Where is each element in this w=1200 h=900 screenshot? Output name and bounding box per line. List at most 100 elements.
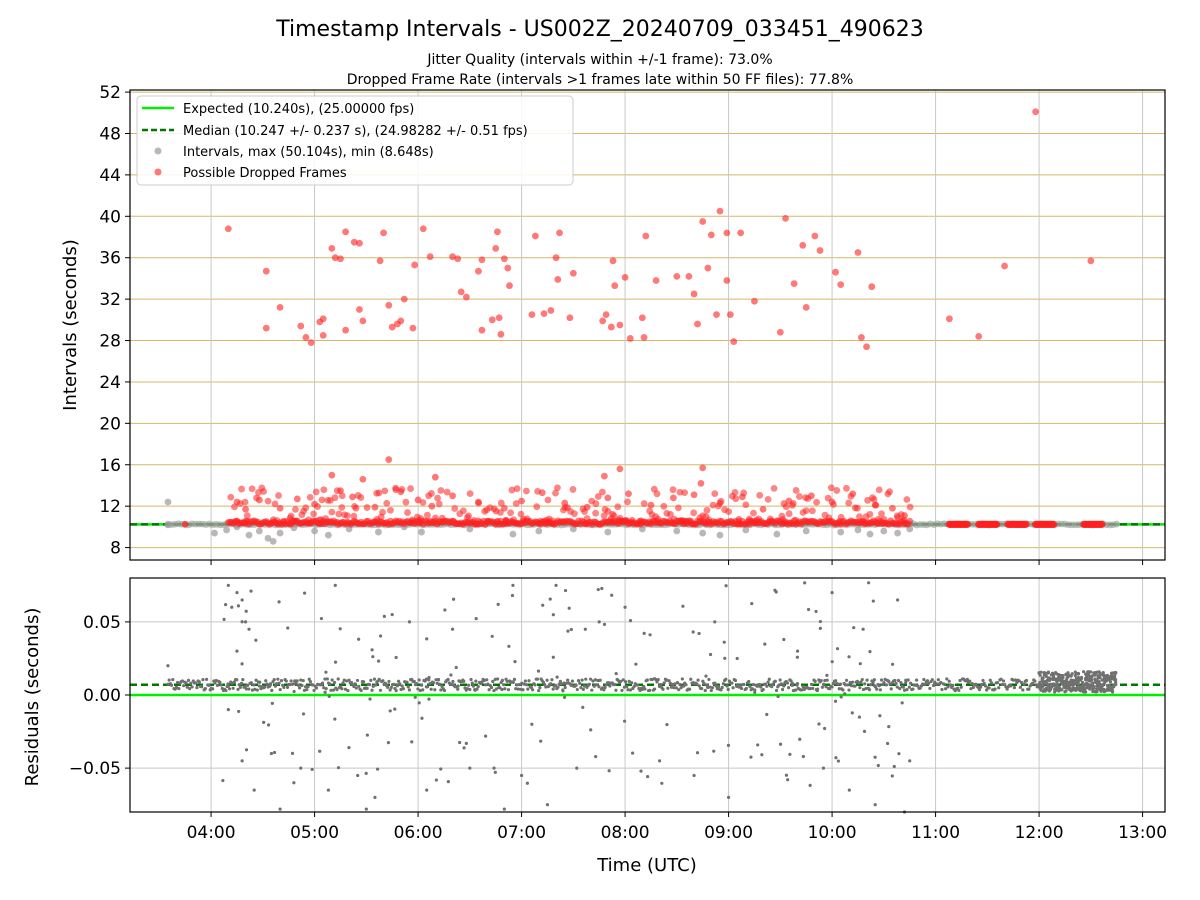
residual-point (268, 682, 273, 686)
dropped-frame-point (540, 310, 548, 318)
residual-point (753, 688, 757, 692)
x-tick-label: 10:00 (808, 823, 857, 843)
residual-point (782, 684, 786, 688)
residual-point (290, 751, 295, 755)
residual-point (1049, 685, 1054, 689)
dropped-frame-point (328, 508, 336, 516)
residual-point (818, 626, 822, 630)
dropped-frame-point (901, 512, 908, 519)
dropped-frame-point (397, 488, 405, 496)
residual-point (978, 685, 983, 689)
residual-point (904, 678, 908, 682)
residual-point (1098, 673, 1102, 677)
residual-point (243, 620, 248, 624)
residual-point (583, 627, 587, 631)
residual-point (262, 685, 267, 689)
residual-point (563, 588, 568, 593)
dropped-frame-point (626, 335, 634, 342)
dropped-frame-point (506, 282, 513, 290)
residual-point (1089, 670, 1093, 674)
residual-point (849, 684, 853, 688)
legend-dropped-marker-icon (154, 168, 162, 176)
dropped-frame-point (488, 316, 496, 324)
residual-point (450, 682, 454, 687)
dropped-frame-point (652, 277, 660, 284)
residual-point (631, 751, 635, 755)
residual-point (235, 649, 239, 653)
dropped-frame-point (402, 498, 410, 506)
dropped-frame-point (478, 326, 486, 334)
dropped-frame-point (837, 281, 845, 289)
dropped-frame-point (875, 486, 883, 494)
dropped-frame-point (945, 315, 953, 323)
residual-point (1085, 681, 1089, 685)
dropped-frame-point (868, 283, 876, 291)
dropped-frame-point (454, 255, 462, 263)
residual-point (476, 684, 480, 689)
dropped-frame-point (600, 472, 608, 480)
dropped-frame-point (738, 493, 746, 501)
residual-point (582, 684, 587, 688)
residual-point (958, 678, 962, 683)
residual-point (500, 687, 504, 692)
residual-point (639, 769, 643, 773)
intervals-y-tick-label: 36 (99, 249, 121, 269)
residual-point (656, 678, 660, 682)
residual-point (365, 733, 369, 737)
residual-point (517, 682, 521, 687)
residual-point (357, 637, 361, 641)
residual-point (226, 684, 230, 688)
residual-point (454, 665, 458, 670)
residual-point (798, 737, 802, 741)
dropped-frame-point (227, 493, 235, 501)
residual-point (450, 627, 455, 631)
residual-point (364, 807, 368, 811)
residual-point (648, 633, 652, 637)
residual-point (648, 688, 652, 692)
residual-point (884, 683, 889, 687)
residual-point (691, 630, 695, 634)
residual-point (515, 683, 519, 687)
residual-point (587, 682, 591, 686)
dropped-frame-point (811, 232, 819, 240)
residual-point (600, 586, 604, 591)
residual-point (981, 678, 985, 683)
dropped-frame-point (690, 290, 698, 298)
residual-point (677, 688, 681, 692)
residual-point (923, 682, 927, 686)
dropped-frame-point (640, 500, 648, 507)
residual-point (839, 695, 843, 699)
residual-point (592, 684, 596, 688)
residual-point (262, 720, 266, 724)
x-tick-label: 04:00 (187, 823, 236, 843)
dropped-frame-point (397, 317, 405, 325)
x-tick-label: 11:00 (911, 823, 960, 843)
residual-point (439, 688, 443, 692)
residual-point (861, 627, 865, 631)
residual-point (400, 684, 404, 688)
residual-point (425, 685, 430, 689)
residual-point (789, 679, 793, 683)
residual-point (182, 684, 186, 688)
residual-point (878, 714, 882, 718)
residual-point (619, 679, 623, 684)
residual-point (977, 688, 981, 692)
residual-point (1043, 688, 1047, 693)
residual-point (301, 678, 305, 683)
residual-point (555, 675, 559, 679)
residual-point (286, 626, 290, 630)
residual-point (492, 688, 496, 693)
residual-point (747, 679, 751, 684)
dropped-frame-point (863, 343, 870, 351)
residual-point (480, 680, 484, 684)
residual-point (388, 709, 392, 713)
residual-point (443, 608, 447, 612)
residual-point (465, 687, 470, 691)
residual-point (749, 755, 753, 759)
residual-point (305, 688, 309, 692)
dropped-frame-point (592, 509, 600, 517)
residual-point (292, 689, 296, 694)
residual-point (811, 686, 815, 690)
residual-point (252, 683, 256, 687)
